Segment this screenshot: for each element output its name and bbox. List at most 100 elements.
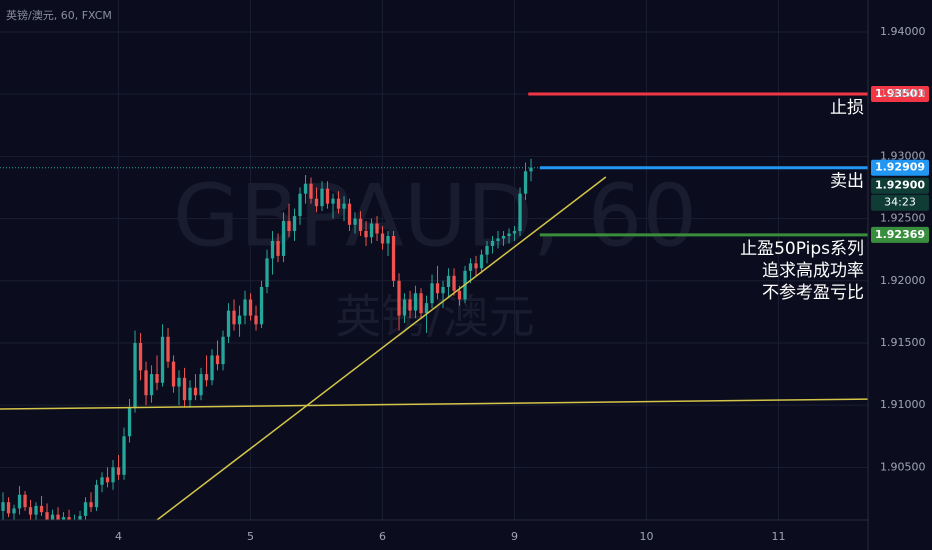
grid [0, 0, 868, 520]
candle-body [149, 374, 154, 396]
candle-body [171, 361, 176, 387]
candle-body [122, 436, 126, 475]
candle-body [160, 336, 165, 383]
candle-body [127, 407, 132, 437]
candle-body [116, 467, 121, 475]
candle-body [347, 203, 352, 225]
candle-body [254, 315, 258, 325]
candle-body [6, 502, 11, 514]
level-note: 不参考盈亏比 [762, 283, 864, 303]
y-tick-label: 1.91500 [880, 336, 926, 349]
candle-body [78, 515, 82, 520]
x-tick-label: 5 [247, 530, 254, 543]
x-tick-label: 9 [511, 530, 518, 543]
candle-body [358, 218, 363, 232]
candle-body [259, 286, 264, 325]
candle-body [523, 171, 528, 194]
candle-body [298, 193, 302, 217]
candle-body [391, 235, 396, 281]
candle-body [446, 275, 451, 287]
level-note: 止损 [830, 98, 864, 118]
y-tick-label: 1.92500 [880, 212, 926, 225]
candle-body [50, 514, 55, 520]
candle-body [144, 370, 148, 396]
candle-body [375, 223, 379, 234]
x-tick-label: 4 [115, 530, 122, 543]
candle-body [248, 299, 253, 316]
candle-body [309, 183, 313, 199]
candle-body [12, 508, 16, 514]
candle-body [353, 218, 357, 225]
price-label: 1.92369 [875, 228, 925, 241]
candle-body [320, 188, 324, 207]
y-tick-label: 1.90500 [880, 460, 926, 473]
candle-body [529, 167, 533, 172]
candle-body [430, 283, 434, 304]
candle-body [105, 477, 110, 483]
candle-body [452, 275, 456, 291]
candle-body [39, 505, 44, 513]
candle-body [512, 231, 517, 234]
candle-body [468, 263, 473, 271]
candle-body [314, 198, 319, 207]
candle-body [177, 377, 181, 387]
level-note: 卖出 [830, 172, 864, 192]
candle-body [380, 233, 385, 244]
candle-body [485, 245, 489, 255]
candle-body [83, 502, 88, 516]
candle-body [155, 374, 159, 383]
y-tick-label: 1.91000 [880, 398, 926, 411]
candle-body [100, 477, 104, 485]
candle-body [111, 467, 115, 483]
candle-body [17, 494, 22, 509]
x-tick-label: 11 [772, 530, 786, 543]
candle-body [133, 342, 137, 408]
trendline [156, 176, 607, 520]
candle-body [490, 240, 495, 246]
candle-body [386, 235, 390, 244]
candle-body [507, 233, 511, 236]
symbol-header: 英镑/澳元, 60, FXCM [6, 8, 112, 22]
candle-body [303, 183, 308, 194]
candle-body [325, 188, 330, 204]
candle-body [408, 299, 412, 311]
candle-body [364, 231, 368, 238]
candle-body [210, 355, 214, 381]
candle-body [331, 198, 335, 204]
candle-body [89, 502, 93, 508]
price-label-box [871, 159, 929, 176]
y-tick-label: 1.94000 [880, 25, 926, 38]
bid-label-box [871, 177, 929, 194]
candle-body [94, 484, 99, 508]
candle-body [441, 286, 445, 294]
candle-body [496, 238, 500, 241]
candle-body [292, 216, 297, 232]
candle-body [61, 517, 66, 520]
candle-body [56, 514, 60, 520]
price-label-box [871, 86, 929, 103]
price-label: 1.92909 [875, 161, 925, 174]
candle-body [138, 342, 143, 371]
candle-body [221, 336, 225, 365]
candle-body [342, 203, 346, 209]
price-label: 1.93501 [875, 87, 925, 100]
bid-label: 1.92900 [875, 179, 925, 192]
candle-body [281, 221, 286, 256]
candle-body [67, 517, 71, 520]
x-tick-label: 6 [379, 530, 386, 543]
candle-body [265, 258, 269, 287]
candle-body [287, 221, 291, 232]
level-note: 止盈50Pips系列 [740, 239, 864, 259]
candle-body [204, 374, 209, 381]
candle-body [402, 299, 407, 316]
candle-body [188, 387, 192, 401]
candle-body [23, 494, 27, 508]
y-tick-label: 1.93500 [880, 87, 926, 100]
candle-body [435, 283, 440, 294]
candle-body [336, 198, 341, 209]
candle-body [479, 254, 484, 269]
candle-body [270, 240, 275, 259]
watermark: GBPAUD, 60 [173, 166, 697, 266]
candle-body [369, 223, 374, 238]
candle-body [474, 263, 478, 269]
